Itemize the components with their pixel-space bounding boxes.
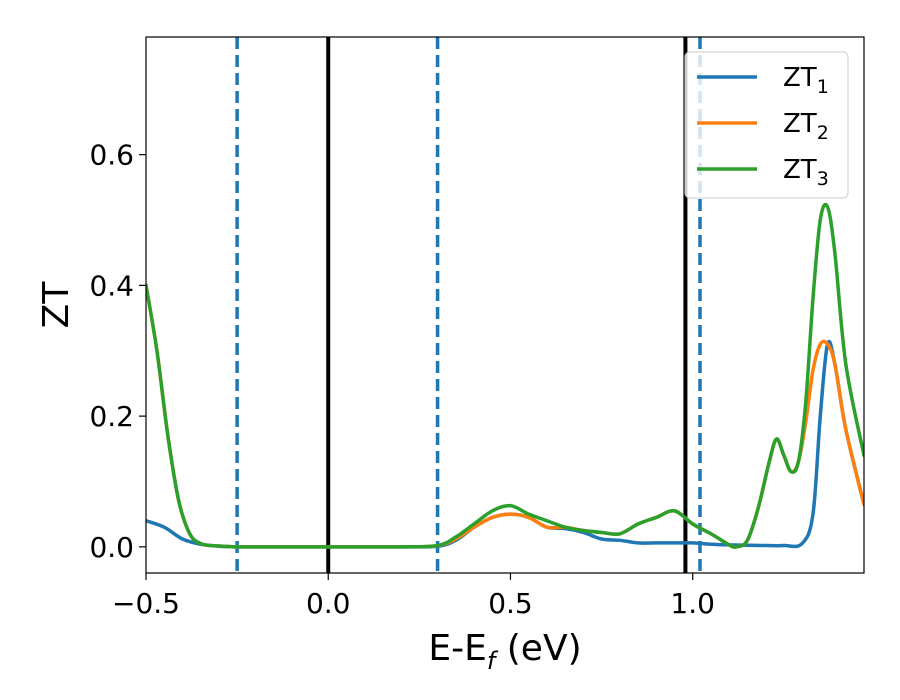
x-tick-label: 0.0: [306, 587, 351, 620]
y-tick-label: 0.6: [89, 139, 134, 172]
legend: ZT1 ZT2 ZT3: [684, 51, 849, 199]
legend-label-zt1: ZT1: [783, 63, 829, 98]
y-tick-label: 0.0: [89, 531, 134, 564]
plot-frame: [145, 36, 865, 574]
series-line-zt3: [146, 202, 864, 549]
y-axis: 0.0 0.2 0.4 0.6: [89, 139, 146, 564]
series-line-zt2: [146, 283, 864, 549]
legend-label-zt3: ZT3: [783, 155, 829, 190]
reference-lines: [235, 37, 702, 573]
x-tick-label: 1.0: [670, 587, 715, 620]
y-tick-label: 0.4: [89, 269, 134, 302]
x-axis-label: E-Ef (eV): [428, 628, 581, 675]
x-axis-label-unit: (eV): [495, 628, 581, 669]
y-axis-label: ZT: [36, 281, 77, 329]
x-tick-label: −0.5: [112, 587, 180, 620]
series-layer: [146, 202, 864, 549]
legend-box: [684, 51, 849, 199]
legend-label-zt2: ZT2: [783, 109, 829, 144]
x-tick-label: 0.5: [488, 587, 533, 620]
y-tick-label: 0.2: [89, 400, 134, 433]
x-axis: −0.5 0.0 0.5 1.0: [112, 573, 715, 620]
